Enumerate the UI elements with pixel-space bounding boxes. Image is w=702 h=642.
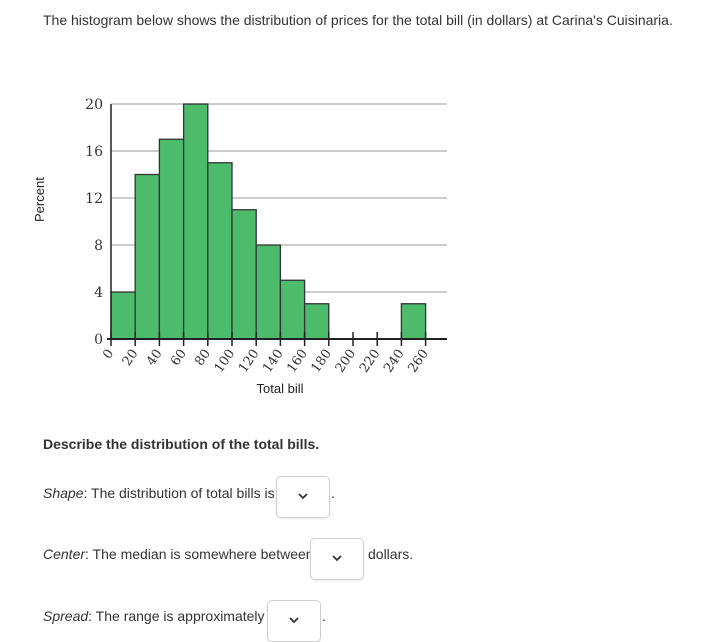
chevron-down-icon: [289, 617, 299, 624]
x-tick-label: 240: [381, 347, 408, 376]
x-tick-label: 200: [333, 347, 360, 376]
shape-question: Shape: The distribution of total bills i…: [43, 485, 275, 501]
spread-label: Spread: [43, 608, 89, 624]
x-tick-label: 260: [405, 347, 432, 376]
histogram-bar: [279, 279, 306, 340]
shape-label: Shape: [43, 485, 84, 501]
histogram-bar: [110, 291, 136, 340]
x-tick-label: 20: [120, 347, 142, 369]
histogram-bar: [158, 138, 185, 340]
y-tick-label: 8: [94, 238, 103, 254]
y-tick-label: 4: [94, 285, 103, 301]
spread-question: Spread: The range is approximately $: [43, 608, 276, 624]
spread-after: .: [322, 608, 326, 624]
intro-text: The histogram below shows the distributi…: [43, 12, 673, 28]
shape-text: : The distribution of total bills is: [83, 485, 275, 501]
center-dropdown[interactable]: [310, 538, 364, 580]
x-tick-label: 140: [260, 347, 287, 376]
y-tick-label: 16: [85, 144, 103, 160]
x-tick-label: 0: [100, 347, 117, 362]
x-tick-label: 40: [144, 347, 166, 369]
center-text: : The median is somewhere between: [85, 546, 314, 562]
histogram-bar: [231, 209, 257, 340]
x-tick-label: 160: [284, 347, 311, 376]
x-tick-label: 100: [212, 347, 239, 376]
x-tick-label: 80: [192, 347, 214, 369]
shape-dropdown[interactable]: [276, 476, 330, 518]
center-label: Center: [43, 546, 86, 562]
histogram-bar: [134, 173, 161, 340]
chevron-down-icon: [298, 493, 308, 500]
histogram-bar: [400, 303, 427, 340]
histogram-bar: [207, 162, 233, 340]
x-tick-label: 60: [168, 347, 190, 369]
histogram-bar: [255, 244, 282, 340]
y-tick-label: 0: [94, 332, 103, 348]
spread-dropdown[interactable]: [267, 600, 321, 642]
x-tick-label: 180: [309, 347, 336, 376]
x-tick-label: 220: [357, 347, 384, 376]
histogram-bar: [182, 103, 209, 340]
question-title: Describe the distribution of the total b…: [43, 436, 320, 452]
chevron-down-icon: [332, 555, 342, 562]
center-question: Center: The median is somewhere between: [43, 546, 314, 562]
y-tick-label: 12: [85, 191, 103, 207]
x-tick-label: 120: [236, 347, 263, 376]
center-after: dollars.: [368, 546, 414, 562]
x-axis-label: Total bill: [257, 381, 304, 396]
spread-text: : The range is approximately $: [88, 608, 277, 624]
shape-after: .: [331, 485, 335, 501]
histogram-bar: [303, 303, 330, 340]
y-tick-label: 20: [85, 97, 103, 113]
